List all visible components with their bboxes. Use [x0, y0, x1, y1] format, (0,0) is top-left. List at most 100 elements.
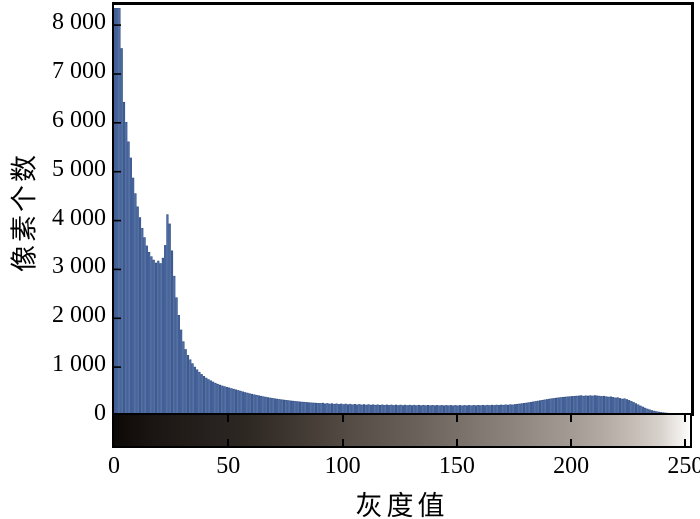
histogram-bar — [294, 401, 297, 416]
histogram-bar — [122, 101, 126, 416]
histogram-bar — [143, 237, 146, 416]
histogram-bar — [196, 369, 199, 416]
histogram-bar — [221, 385, 224, 416]
histogram-bar — [541, 399, 544, 416]
histogram-bar — [150, 256, 153, 416]
x-axis-tick-label: 200 — [553, 453, 590, 479]
histogram-bar — [415, 405, 418, 416]
colorbar-tick — [684, 415, 687, 422]
histogram-bar — [154, 262, 158, 416]
histogram-bar — [264, 396, 267, 416]
histogram-bar — [118, 8, 121, 416]
histogram-bar — [484, 405, 487, 416]
histogram-bar — [330, 403, 334, 416]
y-axis-tick-label: 3 000 — [52, 253, 106, 280]
histogram-bar — [214, 382, 217, 416]
histogram-bar — [212, 381, 215, 416]
y-axis-tick-label: 6 000 — [52, 106, 106, 133]
y-axis-tick-label: 1 000 — [52, 351, 106, 378]
histogram-bar — [207, 379, 210, 416]
histogram-bar — [589, 395, 592, 416]
histogram-bar — [577, 395, 580, 416]
histogram-bar — [129, 157, 132, 416]
x-axis-tick-label: 100 — [324, 453, 361, 479]
histogram-bar — [616, 397, 619, 416]
histogram-bar — [184, 349, 187, 416]
histogram-bar — [600, 396, 603, 416]
histogram-bar — [362, 404, 366, 416]
histogram-bar — [202, 376, 206, 416]
histogram-bar — [266, 397, 270, 416]
histogram-bar — [303, 401, 306, 416]
histogram-bar — [607, 396, 610, 416]
colorbar-tick — [684, 439, 687, 446]
histogram-bar — [186, 355, 190, 416]
histogram-bar — [399, 404, 402, 416]
histogram-bar — [522, 403, 526, 416]
histogram-bar — [536, 400, 539, 416]
histogram-bar — [397, 405, 400, 416]
x-axis-tick-label: 150 — [438, 453, 475, 479]
histogram-bar — [246, 392, 249, 416]
colorbar-tick — [455, 415, 458, 422]
plot-area — [112, 2, 694, 416]
histogram-bar — [388, 405, 391, 416]
histogram-bar — [477, 405, 480, 416]
histogram-bar — [228, 387, 231, 416]
colorbar-tick — [570, 439, 573, 446]
histogram-bar — [634, 403, 638, 416]
x-axis-tick-label: 250 — [667, 453, 700, 479]
y-axis-tick-label: 0 — [94, 400, 106, 426]
histogram-bar — [420, 405, 423, 416]
histogram-bar — [470, 405, 473, 416]
histogram-bar — [200, 374, 203, 416]
histogram-bar — [205, 377, 208, 416]
histogram-bar — [390, 404, 393, 416]
colorbar-tick — [227, 439, 230, 446]
histogram-bar — [369, 404, 372, 416]
histogram-bar — [321, 402, 324, 416]
colorbar-tick — [341, 415, 344, 422]
histogram-bar — [520, 403, 523, 416]
histogram-bar — [340, 403, 343, 416]
histogram-bar — [305, 402, 308, 416]
histogram-bar — [358, 404, 361, 416]
histogram-bar — [232, 388, 235, 416]
histogram-bar — [168, 223, 171, 416]
histogram-bar — [596, 395, 599, 416]
grayscale-colorbar — [112, 413, 692, 448]
x-axis-tick-label: 0 — [108, 453, 120, 479]
histogram-bar — [426, 405, 430, 416]
histogram-bar — [534, 401, 537, 416]
histogram-bar — [335, 403, 338, 416]
histogram-bar — [337, 404, 340, 416]
histogram-bar — [125, 121, 128, 416]
histogram-bar — [250, 393, 254, 416]
histogram-bar — [271, 398, 274, 416]
histogram-bar — [356, 404, 359, 416]
histogram-bar — [127, 141, 130, 416]
histogram-bar — [164, 245, 167, 416]
histogram-bar — [486, 404, 489, 416]
histogram-bar — [365, 404, 368, 416]
histogram-bar — [198, 371, 201, 416]
histogram-bar — [136, 206, 139, 416]
histogram-bar — [454, 405, 457, 416]
histogram-bar — [518, 403, 521, 416]
histogram-bar — [230, 388, 233, 416]
histogram-bar — [216, 383, 219, 416]
histogram-bar — [177, 314, 180, 416]
histogram-bar — [218, 384, 222, 416]
histogram-bar — [413, 404, 416, 416]
histogram-bar — [614, 397, 617, 416]
histogram-bar — [410, 405, 414, 416]
histogram-bar — [134, 193, 137, 416]
histogram-bar — [132, 177, 135, 416]
histogram-bar — [360, 404, 363, 416]
histogram-bar — [438, 405, 441, 416]
histogram-bars — [114, 8, 690, 416]
histogram-bar — [500, 404, 503, 416]
colorbar-tick — [570, 415, 573, 422]
histogram-bar — [166, 214, 169, 416]
